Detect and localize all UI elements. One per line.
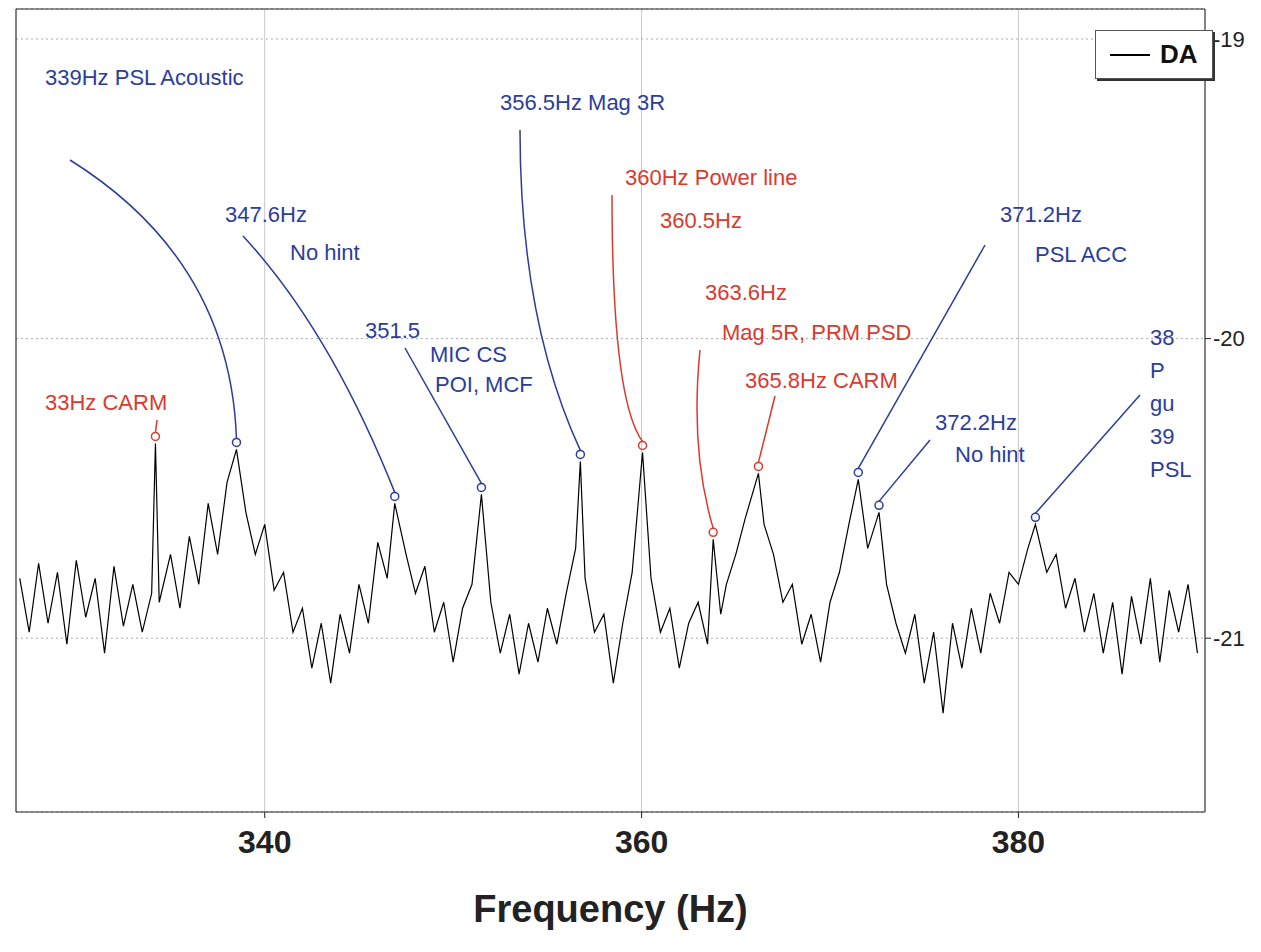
svg-text:PSL: PSL: [1150, 457, 1192, 482]
svg-text:POI, MCF: POI, MCF: [435, 372, 533, 397]
svg-text:P: P: [1150, 358, 1165, 383]
svg-text:No hint: No hint: [290, 240, 360, 265]
svg-text:356.5Hz Mag 3R: 356.5Hz Mag 3R: [500, 90, 665, 115]
svg-text:360Hz Power line: 360Hz Power line: [625, 165, 797, 190]
svg-text:MIC CS: MIC CS: [430, 342, 507, 367]
svg-text:33Hz CARM: 33Hz CARM: [45, 390, 167, 415]
svg-text:-21: -21: [1213, 626, 1245, 651]
svg-text:-20: -20: [1213, 326, 1245, 351]
svg-text:380: 380: [992, 824, 1045, 860]
svg-text:gu: gu: [1150, 391, 1174, 416]
svg-text:38: 38: [1150, 325, 1174, 350]
svg-text:360.5Hz: 360.5Hz: [660, 208, 742, 233]
svg-text:372.2Hz: 372.2Hz: [935, 410, 1017, 435]
svg-text:No hint: No hint: [955, 442, 1025, 467]
svg-text:339Hz PSL Acoustic: 339Hz PSL Acoustic: [45, 65, 244, 90]
svg-text:PSL ACC: PSL ACC: [1035, 242, 1127, 267]
html-text:DA: DA: [1160, 39, 1198, 69]
svg-text:351.5: 351.5: [365, 318, 420, 343]
svg-text:-19: -19: [1213, 27, 1245, 52]
svg-text:340: 340: [238, 824, 291, 860]
svg-text:39: 39: [1150, 424, 1174, 449]
svg-text:371.2Hz: 371.2Hz: [1000, 202, 1082, 227]
svg-text:360: 360: [615, 824, 668, 860]
svg-text:347.6Hz: 347.6Hz: [225, 202, 307, 227]
svg-text:363.6Hz: 363.6Hz: [705, 280, 787, 305]
svg-text:Mag 5R, PRM PSD: Mag 5R, PRM PSD: [722, 320, 912, 345]
svg-text:Frequency (Hz): Frequency (Hz): [473, 888, 747, 930]
svg-text:365.8Hz CARM: 365.8Hz CARM: [745, 368, 898, 393]
